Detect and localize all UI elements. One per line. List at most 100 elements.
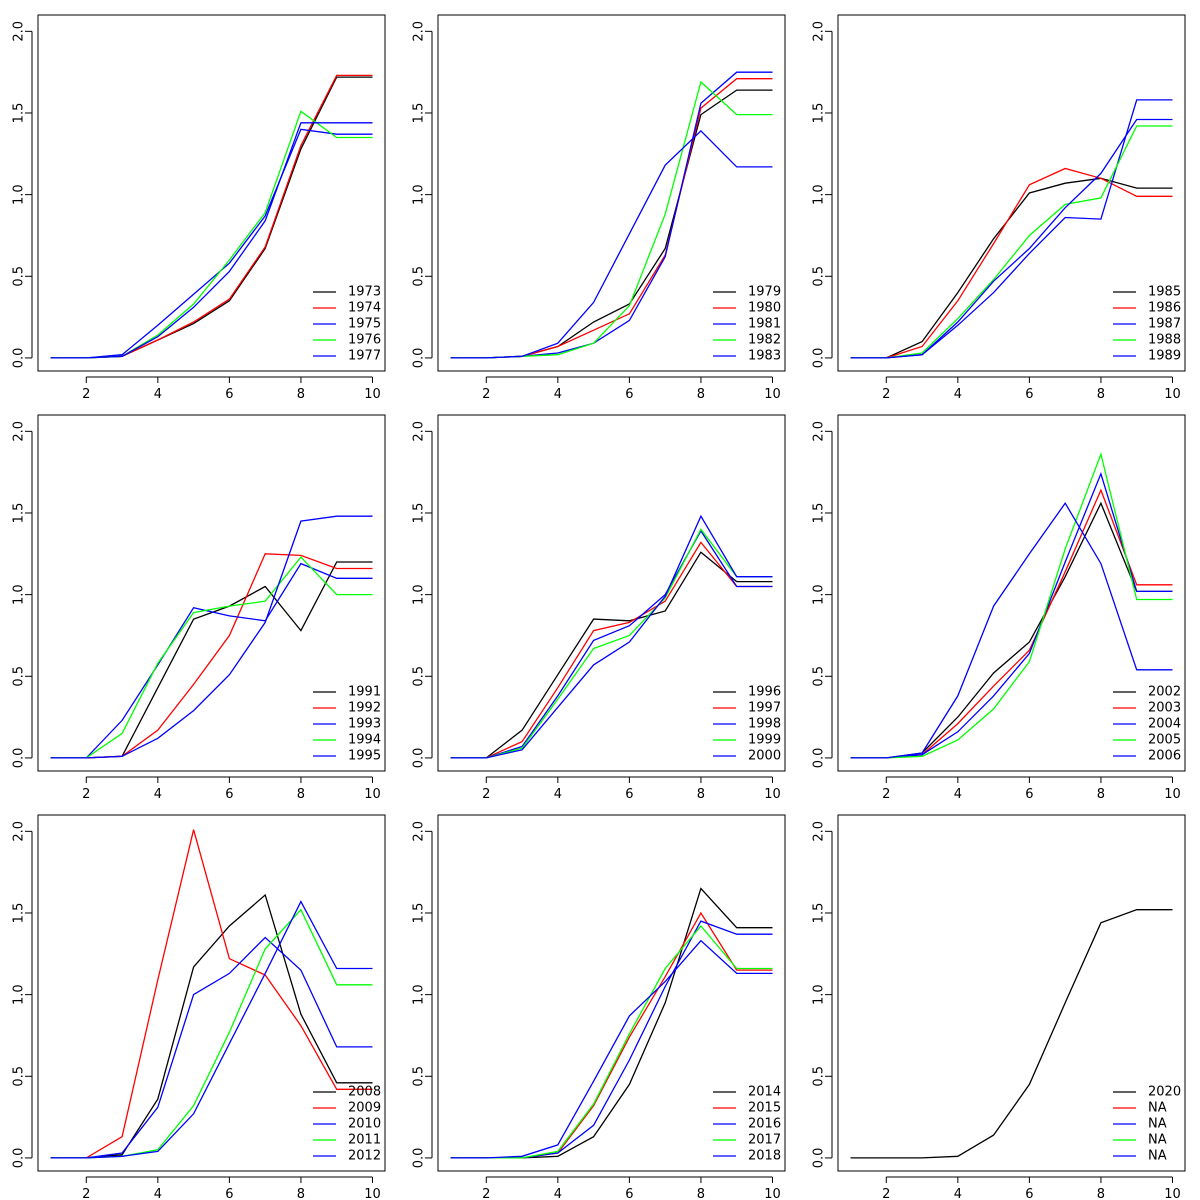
x-tick-label: 4	[154, 1187, 162, 1200]
chart-panel-8: 0.0 0.5 1.0 1.5 2.0 2 4 6 8 10 2014201520162017201…	[412, 814, 786, 1200]
y-tick-label: 1.0	[12, 984, 27, 1005]
series-line-1985	[850, 177, 1173, 359]
legend-label: 1975	[348, 317, 381, 332]
x-tick-label: 4	[154, 787, 162, 802]
legend-label: NA	[1148, 1101, 1167, 1116]
x-tick-label: 8	[297, 387, 305, 402]
y-tick-label: 2.0	[812, 21, 827, 42]
x-tick-label: 2	[882, 387, 890, 402]
series-line-1974	[50, 74, 373, 359]
x-tick-label: 4	[554, 387, 562, 402]
series-line-2010	[50, 936, 373, 1159]
series-line-1981	[450, 71, 773, 359]
series-line-2000	[450, 514, 773, 759]
x-tick-label: 6	[1025, 1187, 1033, 1200]
x-tick-label: 2	[482, 787, 490, 802]
x-tick-label: 2	[482, 387, 490, 402]
x-tick-label: 10	[1164, 387, 1181, 402]
legend-label: 1988	[1148, 333, 1181, 348]
plot-frame	[437, 414, 786, 772]
series-line-2004	[850, 471, 1173, 759]
legend-label: 1994	[348, 733, 381, 748]
series-line-1975	[50, 128, 373, 359]
y-tick-label: 0.0	[812, 748, 827, 769]
legend-label: 1995	[348, 749, 381, 764]
series-line-1973	[50, 76, 373, 359]
plot-frame	[37, 14, 386, 372]
series-line-1998	[450, 529, 773, 759]
legend-label: 1996	[748, 685, 781, 700]
legend-label: 2002	[1148, 685, 1181, 700]
x-tick-label: 4	[954, 787, 962, 802]
series-line-2002	[850, 501, 1173, 759]
legend-label: 1981	[748, 317, 781, 332]
x-tick-label: 6	[1025, 387, 1033, 402]
x-tick-label: 10	[1164, 1187, 1181, 1200]
series-line-1976	[50, 110, 373, 359]
series-line-2020	[850, 909, 1173, 1159]
x-tick-label: 4	[954, 387, 962, 402]
y-tick-label: 1.5	[12, 503, 27, 524]
legend-label: 2018	[748, 1149, 781, 1164]
legend-label: 2003	[1148, 701, 1181, 716]
y-tick-label: 0.5	[812, 1066, 827, 1087]
series-line-1977	[50, 122, 373, 359]
legend-label: 1982	[748, 333, 781, 348]
y-tick-label: 1.0	[12, 184, 27, 205]
legend-label: 1980	[748, 301, 781, 316]
x-tick-label: 2	[882, 787, 890, 802]
y-tick-label: 1.5	[812, 903, 827, 924]
series-line-2006	[850, 502, 1173, 759]
y-tick-label: 1.5	[12, 103, 27, 124]
series-line-2016	[450, 920, 773, 1159]
series-line-1994	[50, 556, 373, 759]
y-tick-label: 1.5	[812, 503, 827, 524]
legend-label: 1986	[1148, 301, 1181, 316]
chart-panel-5: 0.0 0.5 1.0 1.5 2.0 2 4 6 8 10 1996199719981999200…	[412, 414, 786, 802]
plot-frame	[37, 414, 386, 772]
x-tick-label: 4	[554, 1187, 562, 1200]
legend-label: 1977	[348, 349, 381, 364]
legend-label: 2012	[348, 1149, 381, 1164]
x-tick-label: 8	[697, 387, 705, 402]
y-tick-label: 0.5	[412, 266, 427, 287]
y-tick-label: 0.0	[12, 1148, 27, 1169]
chart-panel-2: 0.0 0.5 1.0 1.5 2.0 2 4 6 8 10 1979198019811982198…	[412, 14, 786, 402]
y-tick-label: 0.5	[12, 666, 27, 687]
legend-label: 1987	[1148, 317, 1181, 332]
y-tick-label: 1.5	[412, 503, 427, 524]
series-line-1989	[850, 118, 1173, 359]
x-tick-label: 2	[82, 387, 90, 402]
x-tick-label: 8	[697, 787, 705, 802]
series-line-2008	[50, 893, 373, 1159]
series-line-1996	[450, 551, 773, 759]
x-tick-label: 6	[225, 787, 233, 802]
legend-label: 1989	[1148, 349, 1181, 364]
legend-label: 2000	[748, 749, 781, 764]
y-tick-label: 2.0	[412, 421, 427, 442]
y-tick-label: 1.0	[412, 584, 427, 605]
y-tick-label: 2.0	[812, 421, 827, 442]
legend-label: 1976	[348, 333, 381, 348]
x-tick-label: 2	[82, 787, 90, 802]
series-line-1997	[450, 541, 773, 759]
y-tick-label: 2.0	[412, 21, 427, 42]
y-tick-label: 2.0	[812, 821, 827, 842]
plot-frame	[837, 414, 1186, 772]
x-tick-label: 6	[1025, 787, 1033, 802]
series-line-2009	[50, 829, 373, 1159]
x-tick-label: 8	[297, 787, 305, 802]
y-tick-label: 0.5	[812, 666, 827, 687]
series-line-2003	[850, 488, 1173, 759]
chart-panel-7: 0.0 0.5 1.0 1.5 2.0 2 4 6 8 10 2008200920102011201…	[12, 814, 386, 1200]
plot-frame	[437, 814, 786, 1172]
x-tick-label: 4	[554, 787, 562, 802]
x-tick-label: 6	[225, 387, 233, 402]
legend-label: 2005	[1148, 733, 1181, 748]
chart-panel-6: 0.0 0.5 1.0 1.5 2.0 2 4 6 8 10 2002200320042005200…	[812, 414, 1186, 802]
legend-label: 2016	[748, 1117, 781, 1132]
x-tick-label: 8	[697, 1187, 705, 1200]
y-tick-label: 0.5	[412, 1066, 427, 1087]
legend-label: 2015	[748, 1101, 781, 1116]
